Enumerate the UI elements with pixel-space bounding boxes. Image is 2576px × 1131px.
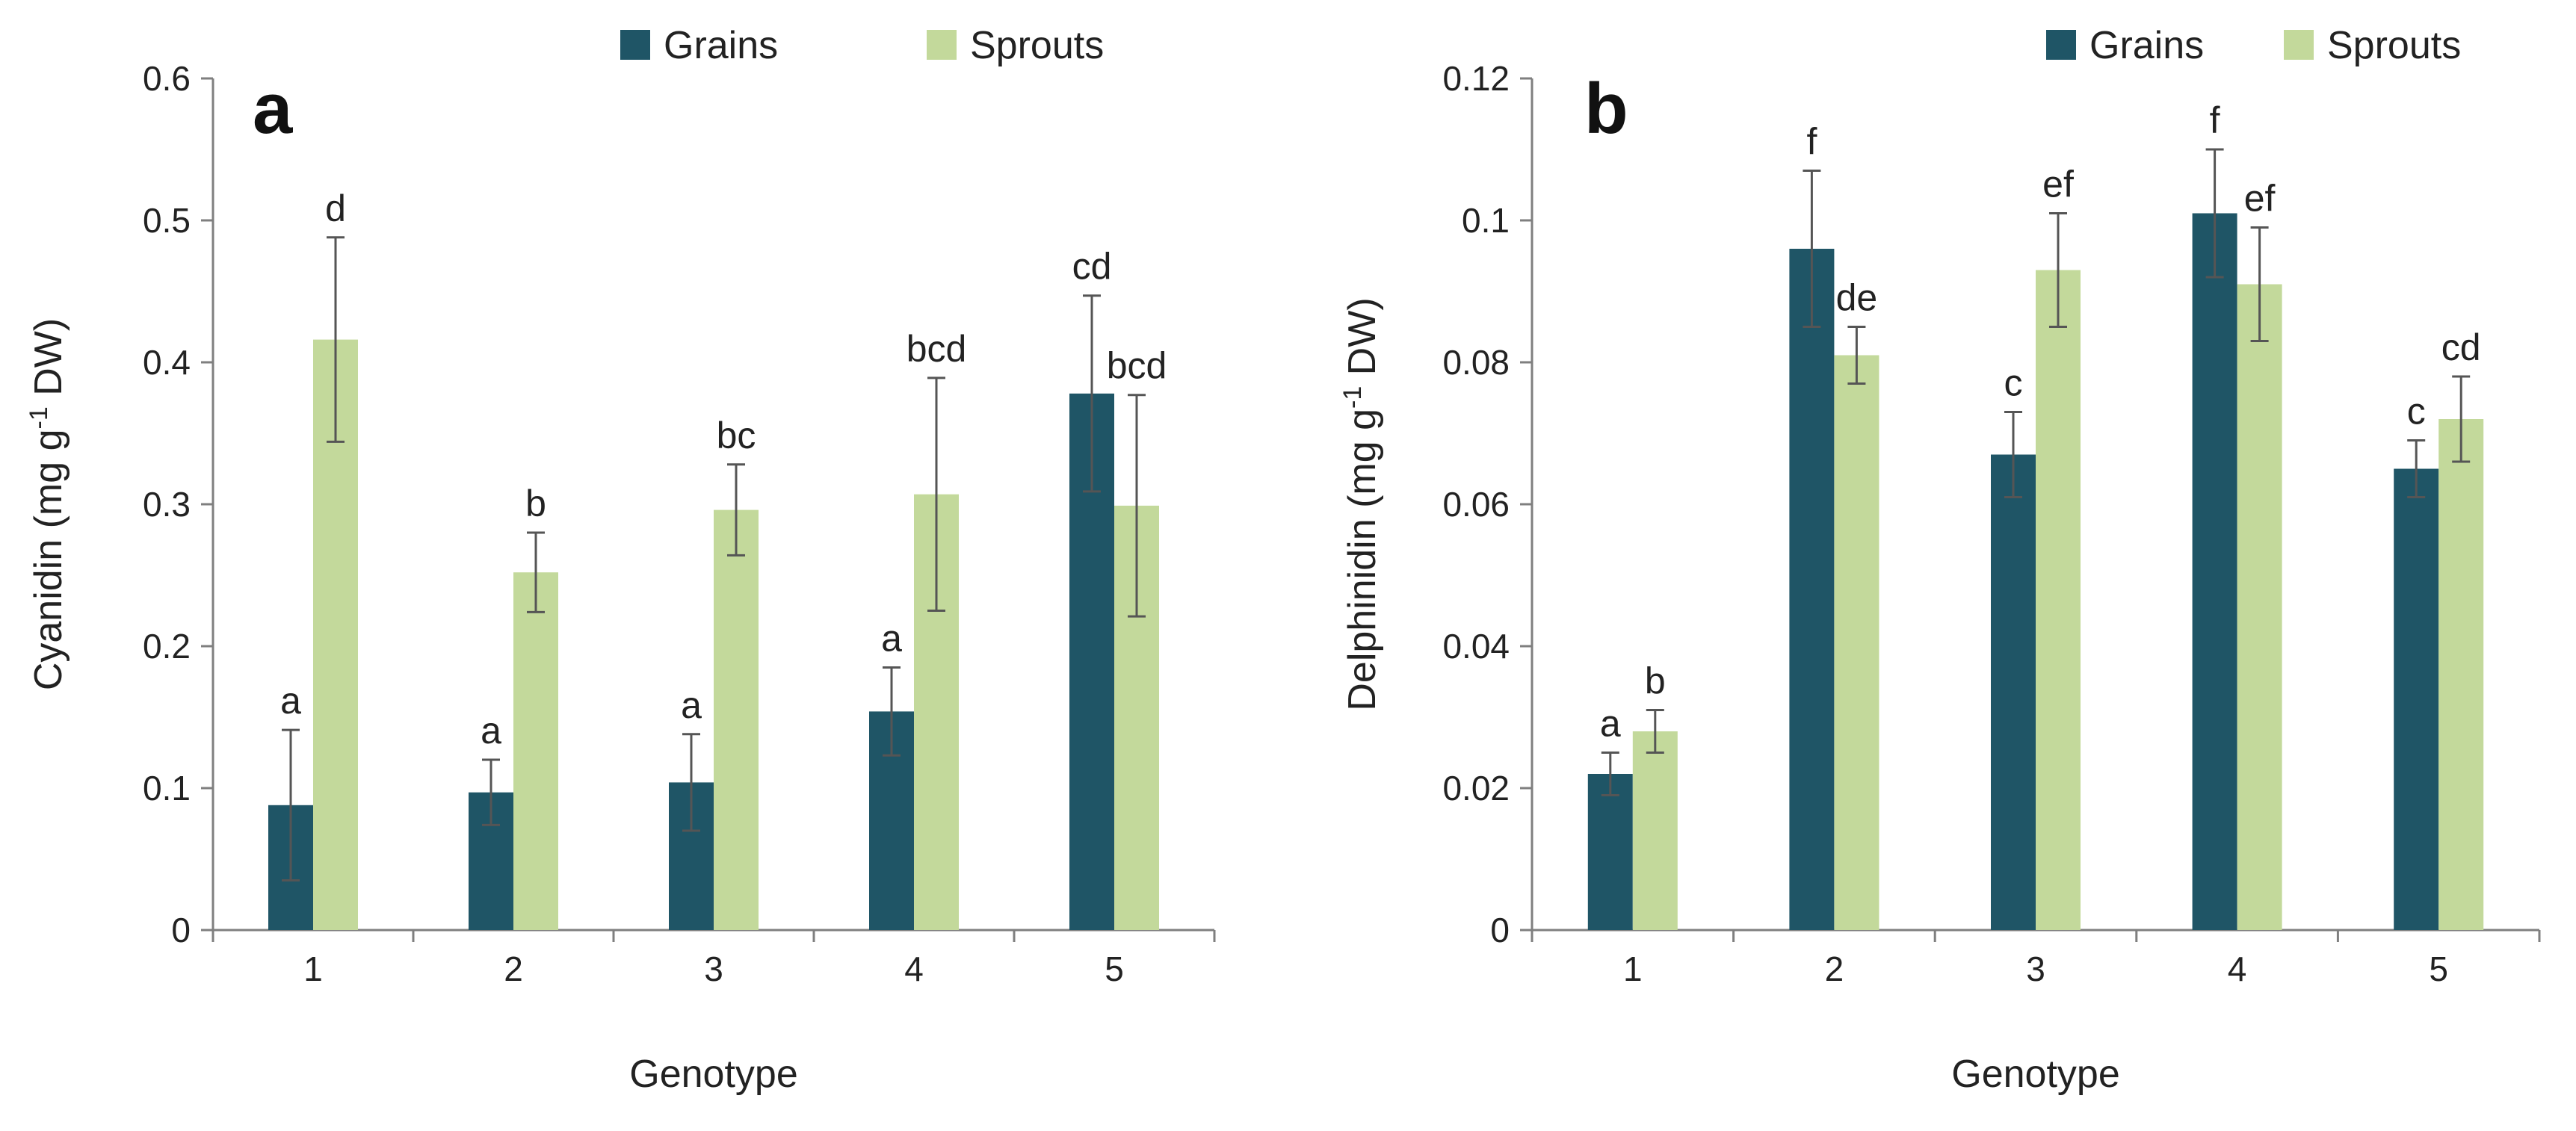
y-tick-label: 0.02 — [1442, 769, 1510, 808]
x-tick-label: 5 — [2429, 949, 2448, 988]
x-tick-label: 4 — [904, 949, 924, 988]
y-tick-label: 0.6 — [143, 59, 191, 98]
legend-swatch-grains — [620, 30, 650, 60]
legend-label-grains: Grains — [664, 24, 778, 67]
significance-letter: b — [1645, 660, 1666, 702]
significance-letter: d — [325, 188, 346, 229]
legend-swatch-sprouts — [927, 30, 957, 60]
bar-sprouts — [1632, 731, 1678, 930]
panel-label: b — [1584, 69, 1628, 149]
y-tick-label: 0.2 — [143, 627, 191, 666]
y-axis-title: Cyanidin (mg g-1 DW) — [25, 318, 70, 690]
bar-grains — [1789, 249, 1835, 930]
y-tick-label: 0.1 — [1462, 201, 1510, 240]
significance-letter: a — [681, 684, 702, 726]
significance-letter: a — [1600, 703, 1621, 745]
bar-sprouts — [714, 509, 759, 930]
bar-grains — [1991, 454, 2036, 930]
bar-sprouts — [513, 572, 558, 930]
bar-sprouts — [1834, 355, 1880, 930]
bar-grains — [2192, 213, 2237, 930]
x-axis-title: Genotype — [629, 1053, 798, 1096]
significance-letter: c — [2004, 362, 2023, 404]
y-tick-label: 0.08 — [1442, 343, 1510, 382]
significance-letter: c — [2407, 391, 2426, 433]
significance-letter: ef — [2244, 178, 2276, 220]
significance-letter: cd — [2441, 326, 2481, 368]
chart-panel-b: 0 0.02 0.04 0.06 0.08 0.1 0.12 1 2 3 4 5 a f c f c b de ef e… — [1338, 24, 2541, 1096]
y-axis-title-tail: DW) — [1341, 297, 1384, 385]
legend-label-sprouts: Sprouts — [970, 24, 1104, 67]
significance-letter: a — [881, 618, 902, 660]
x-tick-label: 4 — [2228, 949, 2247, 988]
y-axis-title-main: Delphinidin (mg g — [1341, 409, 1384, 711]
y-tick-label: 0.3 — [143, 485, 191, 524]
legend-label-sprouts: Sprouts — [2327, 24, 2461, 67]
legend-label-grains: Grains — [2089, 24, 2204, 67]
x-tick-label: 3 — [2026, 949, 2045, 988]
y-axis-title-tail: DW) — [27, 318, 70, 406]
significance-letter: bc — [717, 415, 756, 456]
y-tick-label: 0.1 — [143, 769, 191, 808]
y-axis-title-sup: -1 — [1338, 386, 1367, 409]
y-tick-label: 0.5 — [143, 201, 191, 240]
bar-sprouts — [2036, 270, 2081, 930]
legend-swatch-sprouts — [2284, 30, 2314, 60]
bar-grains — [2394, 468, 2439, 930]
significance-letter: f — [1806, 121, 1817, 163]
panel-label: a — [253, 69, 293, 149]
x-tick-label: 1 — [303, 949, 323, 988]
y-tick-label: 0 — [1490, 911, 1510, 949]
x-tick-label: 2 — [504, 949, 523, 988]
significance-letter: bcd — [906, 328, 967, 370]
bar-sprouts — [2438, 419, 2484, 930]
significance-letter: f — [2210, 99, 2220, 141]
y-tick-label: 0 — [171, 911, 191, 949]
x-axis-title: Genotype — [1951, 1053, 2120, 1096]
significance-letter: bcd — [1107, 345, 1167, 387]
significance-letter: b — [525, 483, 546, 524]
y-tick-label: 0.06 — [1442, 485, 1510, 524]
x-tick-label: 3 — [704, 949, 723, 988]
y-tick-label: 0.4 — [143, 343, 191, 382]
significance-letter: cd — [1072, 246, 1112, 288]
y-axis-title: Delphinidin (mg g-1 DW) — [1338, 297, 1384, 710]
x-tick-label: 5 — [1105, 949, 1124, 988]
y-axis-title-sup: -1 — [25, 406, 53, 429]
bar-sprouts — [2237, 284, 2282, 930]
y-axis-title-main: Cyanidin (mg g — [27, 429, 70, 690]
x-tick-label: 2 — [1825, 949, 1844, 988]
legend-swatch-grains — [2046, 30, 2076, 60]
y-tick-label: 0.12 — [1442, 59, 1510, 98]
bar-grains — [1587, 774, 1633, 930]
significance-letter: a — [481, 710, 501, 752]
chart-panel-a: 0 0.1 0.2 0.3 0.4 0.5 0.6 1 2 3 4 5 a a a a cd d b bc bcd bcd… — [25, 24, 1216, 1096]
significance-letter: de — [1836, 277, 1878, 319]
y-tick-label: 0.04 — [1442, 627, 1510, 666]
significance-letter: a — [280, 680, 301, 722]
significance-letter: ef — [2042, 164, 2074, 205]
x-tick-label: 1 — [1623, 949, 1643, 988]
